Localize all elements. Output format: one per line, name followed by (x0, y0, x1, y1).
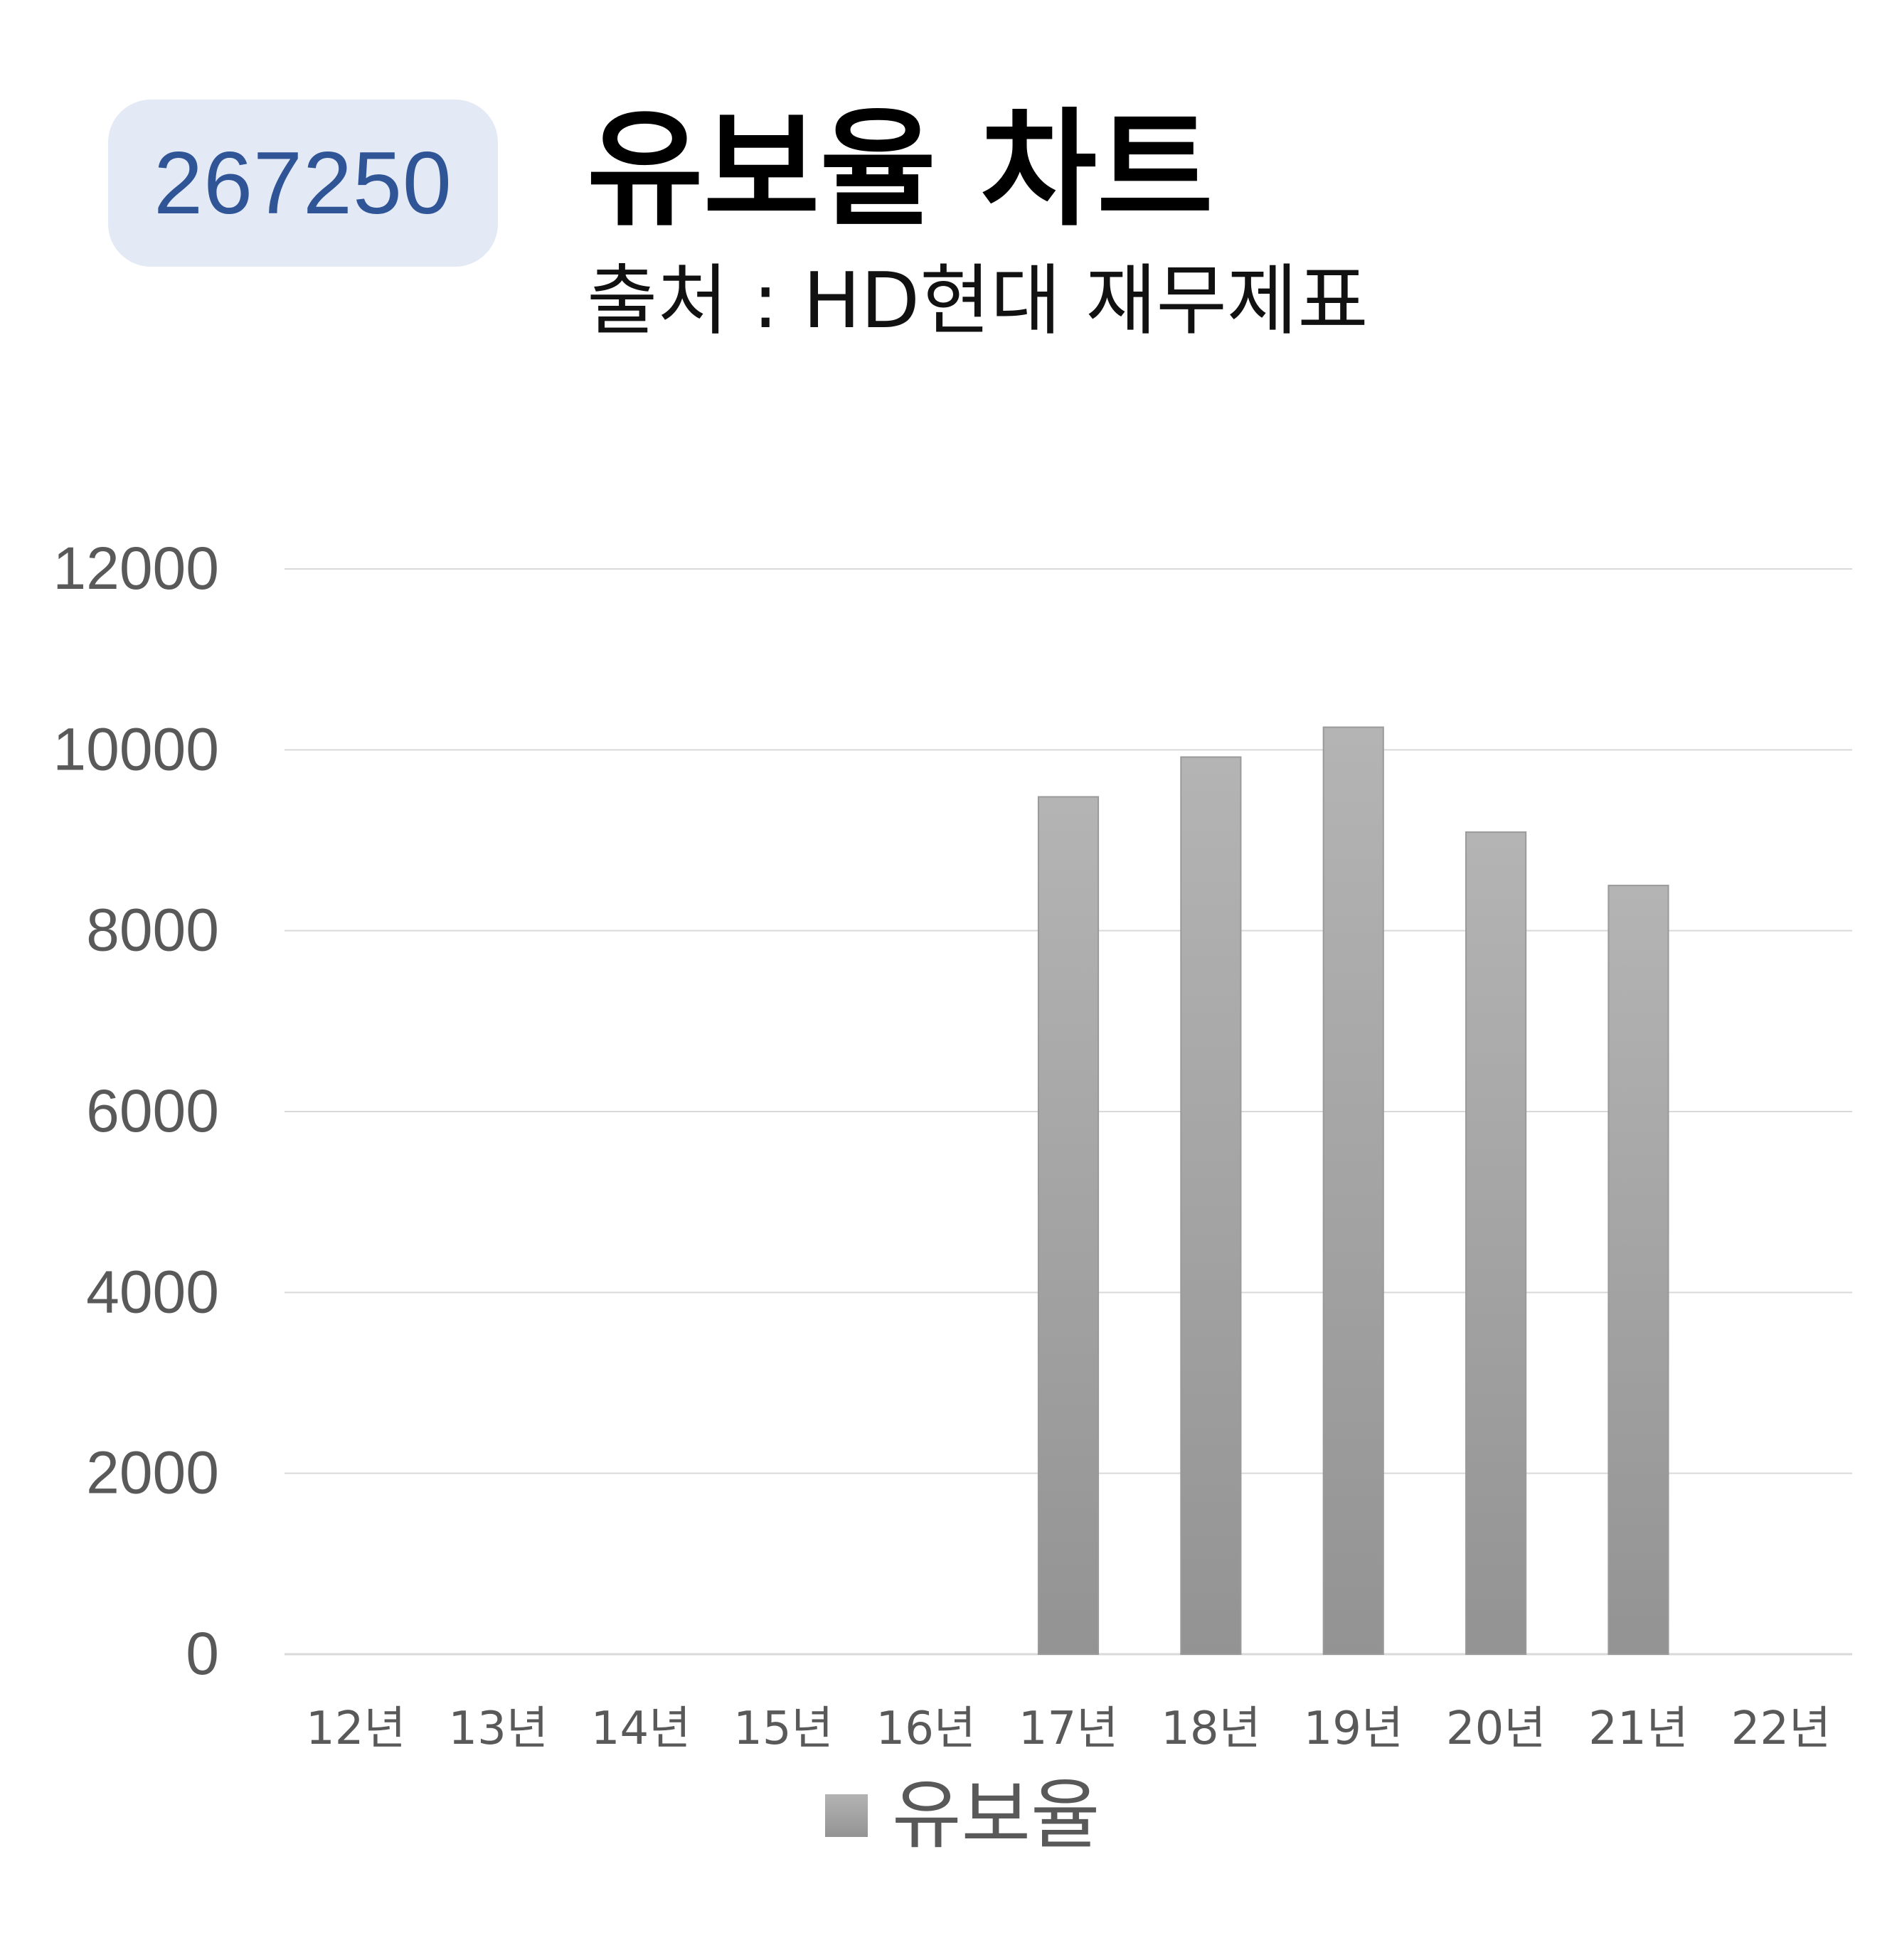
bar (1037, 796, 1100, 1655)
y-tick-label: 4000 (86, 1258, 219, 1325)
x-tick-label: 15년 (733, 1703, 833, 1755)
chart-title: 유보율 차트 (587, 96, 1213, 243)
legend-swatch (825, 1794, 868, 1837)
y-tick-label: 0 (186, 1620, 219, 1687)
x-tick-label: 22년 (1731, 1703, 1831, 1755)
x-tick-label: 12년 (306, 1703, 405, 1755)
legend: 유보율 (825, 1778, 1100, 1853)
y-tick-label: 12000 (53, 535, 219, 602)
x-tick-label: 18년 (1161, 1703, 1260, 1755)
y-tick-label: 6000 (86, 1077, 219, 1144)
x-tick-label: 13년 (448, 1703, 548, 1755)
x-tick-label: 19년 (1304, 1703, 1403, 1755)
x-tick-label: 14년 (591, 1703, 691, 1755)
bar (1180, 756, 1242, 1655)
bar (1465, 831, 1527, 1655)
y-tick-label: 10000 (53, 715, 219, 782)
legend-label: 유보율 (892, 1772, 1100, 1859)
chart-subtitle: 출처 : HD현대 재무제표 (587, 257, 1369, 346)
x-tick-label: 21년 (1588, 1703, 1688, 1755)
x-axis-ticks: 12년 13년 14년 15년 16년 17년 18년 19년 20년 21년 22년 (306, 1703, 1831, 1755)
bar (1322, 726, 1384, 1656)
y-tick-label: 2000 (86, 1439, 219, 1506)
bar (1608, 885, 1669, 1655)
x-tick-label: 17년 (1019, 1703, 1118, 1755)
bars (1037, 726, 1669, 1656)
x-tick-label: 16년 (876, 1703, 975, 1755)
x-tick-label: 20년 (1446, 1703, 1546, 1755)
stock-code-badge: 267250 (108, 100, 498, 267)
y-axis-ticks: 0 2000 4000 6000 8000 10000 12000 (53, 535, 219, 1687)
y-tick-label: 8000 (86, 897, 219, 964)
stock-code: 267250 (154, 134, 452, 233)
